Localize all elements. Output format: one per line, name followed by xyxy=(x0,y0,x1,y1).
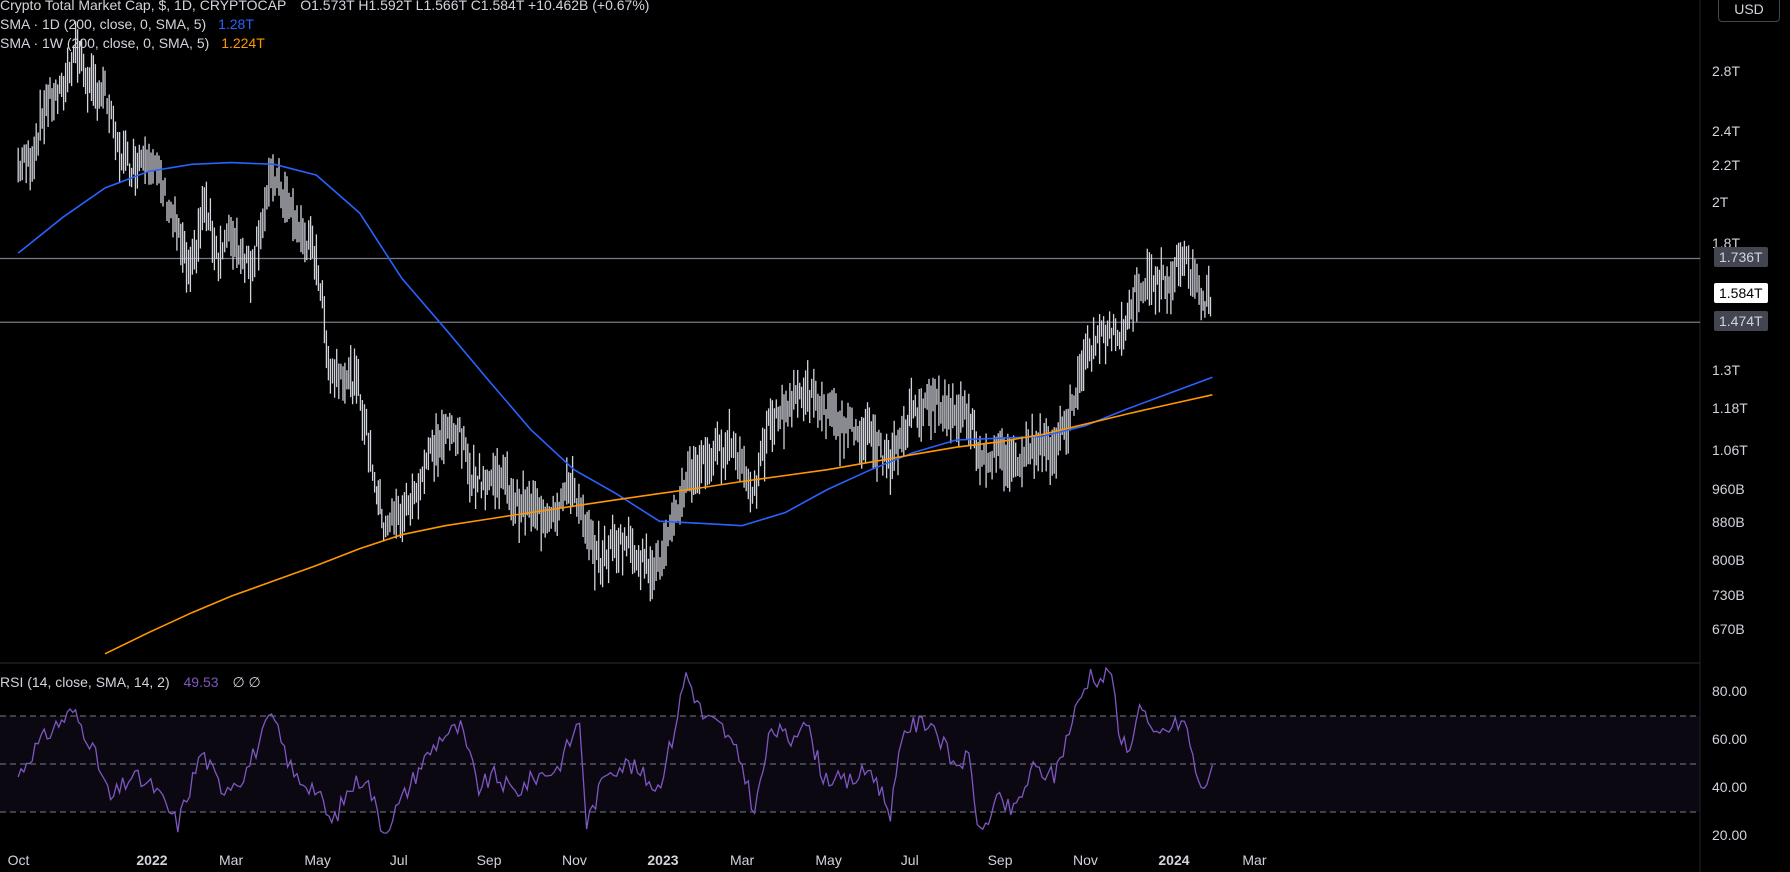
rsi-axis-tick: 60.00 xyxy=(1712,731,1748,747)
chart-title: Crypto Total Market Cap, $, 1D, CRYPTOCA… xyxy=(0,0,287,13)
time-axis-tick: 2024 xyxy=(1158,852,1190,868)
rsi-label: RSI (14, close, SMA, 14, 2) xyxy=(0,674,170,690)
sma-series-layer xyxy=(17,161,1213,655)
sma-1d-value: 1.28T xyxy=(218,16,254,32)
main-legend: Crypto Total Market Cap, $, 1D, CRYPTOCA… xyxy=(0,0,653,13)
grid-layer xyxy=(0,0,1701,872)
rsi-legend[interactable]: RSI (14, close, SMA, 14, 2) 49.53 ∅ ∅ xyxy=(0,674,265,691)
time-axis-tick: May xyxy=(815,852,842,868)
rsi-line[interactable] xyxy=(17,666,1214,834)
time-axis-tick: May xyxy=(304,852,331,868)
time-axis-tick: 2022 xyxy=(136,852,168,868)
ohlc-readout: O1.573T H1.592T L1.566T C1.584T +10.462B… xyxy=(300,0,650,13)
price-axis-tick: 880B xyxy=(1712,514,1745,531)
last-price-tag: 1.584T xyxy=(1714,283,1768,304)
sma-1w-line[interactable] xyxy=(104,394,1213,655)
level-price-tag: 1.474T xyxy=(1714,311,1768,332)
rsi-band-layer xyxy=(0,715,1700,813)
time-axis-tick: Sep xyxy=(476,852,502,868)
time-axis-tick: Mar xyxy=(219,852,244,868)
rsi-axis-tick: 40.00 xyxy=(1712,779,1748,795)
time-axis-tick: Jul xyxy=(900,852,919,868)
rsi-value: 49.53 xyxy=(183,674,219,690)
time-axis-tick: Mar xyxy=(1242,852,1267,868)
time-axis-tick: Nov xyxy=(1073,852,1098,868)
sma-1d-legend[interactable]: SMA · 1D (200, close, 0, SMA, 5) 1.28T xyxy=(0,16,258,32)
price-axis-tick: 1.8T xyxy=(1712,235,1741,252)
currency-button[interactable]: USD xyxy=(1718,0,1780,22)
price-axis-tick: 1.18T xyxy=(1712,400,1748,417)
sma-1w-label: SMA · 1W (200, close, 0, SMA, 5) xyxy=(0,35,210,51)
time-axis-tick: 2023 xyxy=(647,852,679,868)
price-axis-tick: 1.06T xyxy=(1712,441,1748,458)
price-series-bars[interactable] xyxy=(17,21,1212,602)
time-axis-tick: Nov xyxy=(562,852,587,868)
price-axis-tick: 2.4T xyxy=(1712,123,1741,140)
price-axis-tick: 960B xyxy=(1712,480,1745,497)
sma-1w-value: 1.224T xyxy=(221,35,265,51)
time-axis-tick: Mar xyxy=(730,852,755,868)
price-axis-tick: 800B xyxy=(1712,551,1745,568)
time-axis-tick: Oct xyxy=(7,852,30,868)
rsi-axis-tick: 80.00 xyxy=(1712,683,1748,699)
price-axis-tick: 730B xyxy=(1712,587,1745,604)
rsi-axis-tick: 20.00 xyxy=(1712,827,1748,843)
rsi-series-layer xyxy=(17,666,1214,834)
sma-1d-line[interactable] xyxy=(17,161,1213,527)
sma-1w-legend[interactable]: SMA · 1W (200, close, 0, SMA, 5) 1.224T xyxy=(0,35,269,51)
level-price-tag: 1.736T xyxy=(1714,247,1768,268)
sma-1d-label: SMA · 1D (200, close, 0, SMA, 5) xyxy=(0,16,207,32)
price-series-layer xyxy=(17,21,1212,602)
time-axis-tick: Sep xyxy=(987,852,1013,868)
rsi-extra: ∅ ∅ xyxy=(232,674,261,690)
price-axis-tick: 2T xyxy=(1712,194,1729,211)
price-axis-tick: 2.2T xyxy=(1712,157,1741,174)
time-axis-tick: Jul xyxy=(389,852,408,868)
price-axis-tick: 2.8T xyxy=(1712,63,1741,80)
price-axis-tick: 670B xyxy=(1712,620,1745,637)
price-axis-tick: 1.3T xyxy=(1712,362,1741,379)
